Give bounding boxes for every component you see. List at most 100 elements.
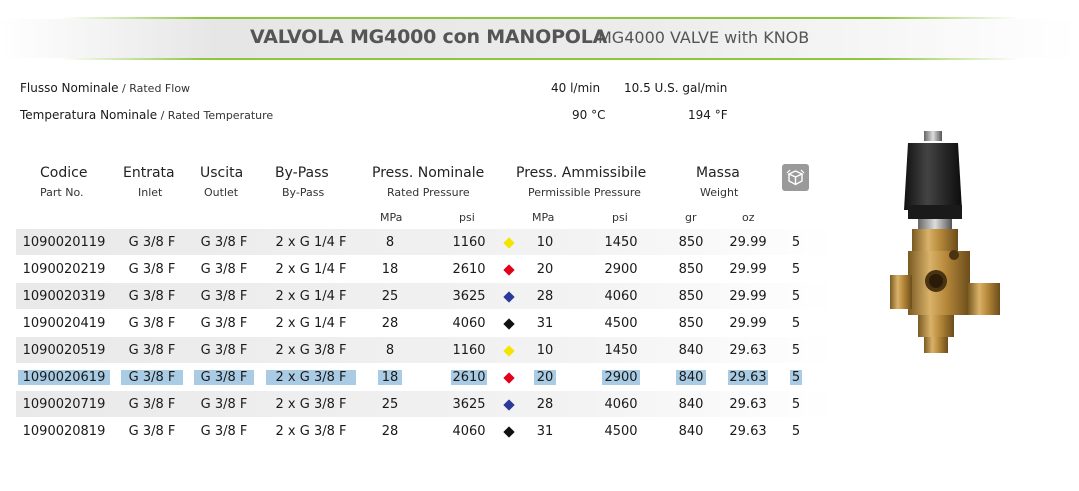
cell-outlet: G 3/8 F (200, 289, 248, 304)
spec-label-it: Flusso Nominale (20, 81, 119, 95)
cell-gr: 840 (676, 370, 706, 385)
cell-pack: 5 (791, 397, 801, 412)
spec-label-en: / Rated Flow (118, 82, 191, 95)
col-header-bypass: By-Pass (275, 165, 329, 181)
cell-psi: 3625 (452, 289, 486, 304)
red-diamond-icon (503, 372, 515, 384)
cell-psi2: 4500 (604, 316, 638, 331)
cell-outlet: G 3/8 F (200, 397, 248, 412)
cell-oz: 29.63 (729, 397, 767, 412)
cell-bypass: 2 x G 1/4 F (275, 235, 347, 250)
row-band (16, 283, 836, 309)
col-subheader-rated-pressure: Rated Pressure (387, 186, 470, 199)
cell-psi: 4060 (452, 424, 486, 439)
red-diamond-icon (503, 264, 515, 276)
col-subheader-outlet: Outlet (204, 186, 239, 199)
cell-code: 1090020219 (22, 262, 106, 277)
col-subheader-permissible-pressure: Permissible Pressure (528, 186, 641, 199)
cell-psi: 2610 (452, 262, 486, 277)
cell-bypass: 2 x G 1/4 F (275, 316, 347, 331)
table-row[interactable]: 1090020619 G 3/8 F G 3/8 F 2 x G 3/8 F 18 261… (16, 364, 836, 390)
spec-rated-flow-label: Flusso Nominale / Rated Flow (20, 81, 190, 95)
cell-pack: 5 (791, 343, 801, 358)
cell-psi2: 1450 (604, 343, 638, 358)
cell-code: 1090020519 (22, 343, 106, 358)
cell-mpa2: 10 (536, 343, 554, 358)
banner-bottom-rule (60, 58, 1020, 60)
cell-inlet: G 3/8 F (128, 289, 176, 304)
cell-mpa: 28 (381, 424, 399, 439)
spec-rated-temp-value-f: 194 °F (688, 108, 728, 122)
row-band (16, 337, 836, 363)
cell-outlet: G 3/8 F (200, 424, 248, 439)
title-banner: VALVOLA MG4000 con MANOPOLA MG4000 VALVE… (0, 8, 1079, 60)
col-subheader-code: Part No. (40, 186, 84, 199)
cell-gr: 850 (678, 316, 704, 331)
cell-mpa2: 28 (536, 397, 554, 412)
cell-code: 1090020719 (22, 397, 106, 412)
cell-code: 1090020819 (22, 424, 106, 439)
cell-mpa2: 10 (536, 235, 554, 250)
cell-psi2: 4060 (604, 397, 638, 412)
package-box-icon (782, 164, 809, 191)
cell-psi2: 4060 (604, 289, 638, 304)
cell-inlet: G 3/8 F (128, 343, 176, 358)
cell-pack: 5 (791, 235, 801, 250)
unit-mpa: MPa (380, 211, 403, 224)
unit-mpa-permissible: MPa (532, 211, 555, 224)
cell-outlet: G 3/8 F (200, 235, 248, 250)
cell-inlet: G 3/8 F (128, 235, 176, 250)
cell-pack: 5 (791, 289, 801, 304)
cell-mpa2: 31 (536, 316, 554, 331)
row-band (16, 229, 836, 255)
cell-code: 1090020619 (18, 370, 110, 385)
table-row[interactable]: 1090020219 G 3/8 F G 3/8 F 2 x G 1/4 F 18 261… (16, 256, 836, 282)
cell-bypass: 2 x G 3/8 F (275, 424, 347, 439)
cell-oz: 29.99 (729, 235, 767, 250)
table-row[interactable]: 1090020119 G 3/8 F G 3/8 F 2 x G 1/4 F 8 1160… (16, 229, 836, 255)
cell-inlet: G 3/8 F (128, 316, 176, 331)
cell-outlet: G 3/8 F (200, 343, 248, 358)
table-row[interactable]: 1090020719 G 3/8 F G 3/8 F 2 x G 3/8 F 25 362… (16, 391, 836, 417)
cell-outlet: G 3/8 F (194, 370, 254, 385)
cell-oz: 29.63 (729, 343, 767, 358)
cell-oz: 29.99 (729, 289, 767, 304)
cell-outlet: G 3/8 F (200, 262, 248, 277)
page-title: VALVOLA MG4000 con MANOPOLA (250, 26, 608, 48)
cell-psi: 4060 (452, 316, 486, 331)
table-row[interactable]: 1090020819 G 3/8 F G 3/8 F 2 x G 3/8 F 28 406… (16, 418, 836, 444)
cell-mpa: 25 (381, 289, 399, 304)
cell-code: 1090020119 (22, 235, 106, 250)
cell-psi: 2610 (451, 370, 487, 385)
cell-mpa: 8 (385, 235, 395, 250)
col-header-permissible-pressure: Press. Ammissibile (516, 165, 647, 181)
table-row[interactable]: 1090020519 G 3/8 F G 3/8 F 2 x G 3/8 F 8 1160… (16, 337, 836, 363)
col-header-rated-pressure: Press. Nominale (372, 165, 485, 181)
cell-psi2: 1450 (604, 235, 638, 250)
cell-oz: 29.63 (729, 424, 767, 439)
spec-rated-temp-value-c: 90 °C (572, 108, 606, 122)
banner-band (0, 19, 1079, 58)
cell-inlet: G 3/8 F (128, 424, 176, 439)
page-subtitle: MG4000 VALVE with KNOB (598, 28, 810, 47)
cell-mpa: 18 (378, 370, 402, 385)
table-row[interactable]: 1090020319 G 3/8 F G 3/8 F 2 x G 1/4 F 25 362… (16, 283, 836, 309)
cell-pack: 5 (790, 370, 802, 385)
cell-bypass: 2 x G 3/8 F (266, 370, 356, 385)
col-header-code: Codice (40, 165, 88, 181)
cell-bypass: 2 x G 3/8 F (275, 343, 347, 358)
spec-rated-flow-value-us: 10.5 U.S. gal/min (624, 81, 728, 95)
cell-pack: 5 (791, 316, 801, 331)
cell-oz: 29.63 (728, 370, 768, 385)
row-band (16, 391, 836, 417)
col-header-outlet: Uscita (200, 165, 244, 181)
black-diamond-icon (503, 318, 515, 330)
cell-mpa: 25 (381, 397, 399, 412)
cell-psi2: 2900 (602, 370, 640, 385)
table-row[interactable]: 1090020419 G 3/8 F G 3/8 F 2 x G 1/4 F 28 406… (16, 310, 836, 336)
cell-gr: 850 (678, 262, 704, 277)
cell-gr: 840 (678, 343, 704, 358)
cell-mpa2: 31 (536, 424, 554, 439)
cell-bypass: 2 x G 1/4 F (275, 289, 347, 304)
cell-gr: 840 (678, 424, 704, 439)
